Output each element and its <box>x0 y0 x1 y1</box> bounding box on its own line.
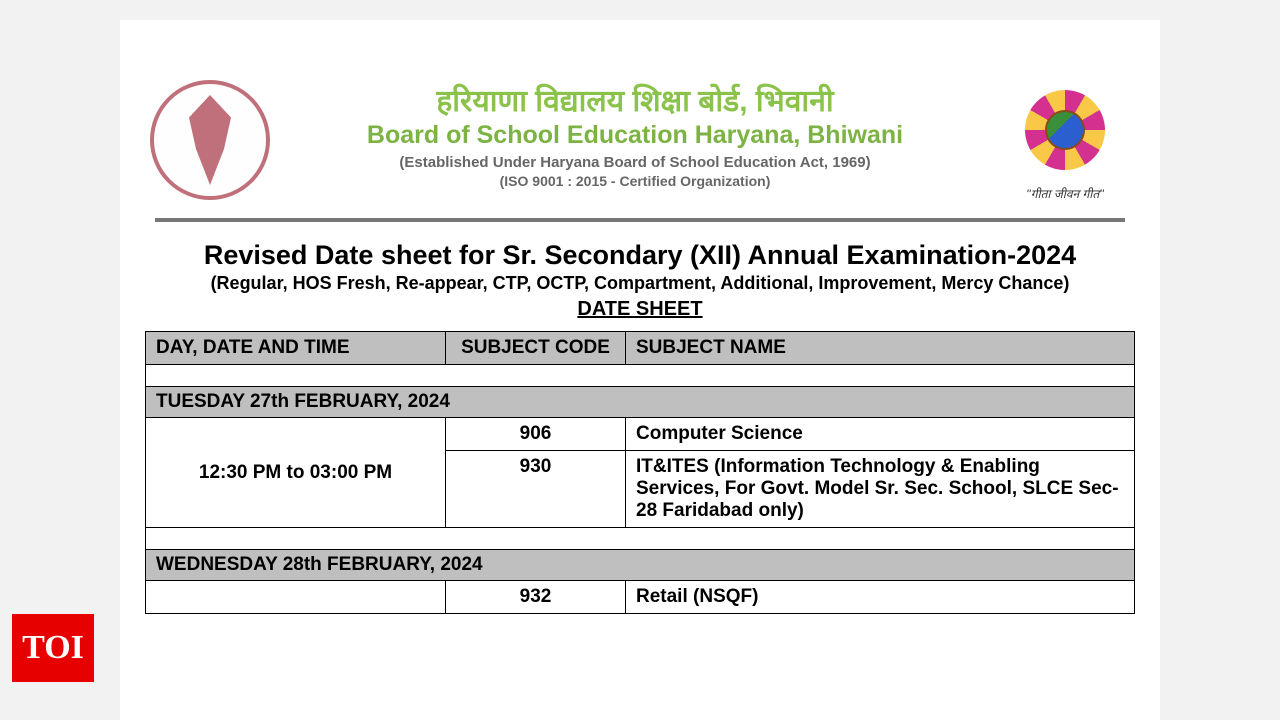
col-header-subject: SUBJECT NAME <box>626 332 1135 365</box>
empty-row <box>146 528 1135 550</box>
board-name-english: Board of School Education Haryana, Bhiwa… <box>285 120 985 150</box>
table-row: 932 Retail (NSQF) <box>146 581 1135 614</box>
header-text-block: हरियाणा विद्यालय शिक्षा बोर्ड, भिवानी Bo… <box>285 80 985 189</box>
subject-name: IT&ITES (Information Technology & Enabli… <box>626 451 1135 528</box>
subject-name: Retail (NSQF) <box>626 581 1135 614</box>
sun-globe-emblem <box>1010 80 1120 180</box>
letterhead-header: हरियाणा विद्यालय शिक्षा बोर्ड, भिवानी Bo… <box>140 80 1140 210</box>
subject-code: 906 <box>446 418 626 451</box>
seal-circle <box>150 80 270 200</box>
col-header-date: DAY, DATE AND TIME <box>146 332 446 365</box>
date-header-row: TUESDAY 27th FEBRUARY, 2024 <box>146 387 1135 418</box>
datesheet-table: DAY, DATE AND TIME SUBJECT CODE SUBJECT … <box>145 331 1135 614</box>
exam-time: 12:30 PM to 03:00 PM <box>146 418 446 528</box>
exam-date: TUESDAY 27th FEBRUARY, 2024 <box>146 387 1135 418</box>
header-divider <box>155 218 1125 222</box>
table-row: 12:30 PM to 03:00 PM 906 Computer Scienc… <box>146 418 1135 451</box>
iso-cert-text: (ISO 9001 : 2015 - Certified Organizatio… <box>285 173 985 189</box>
datesheet-label: DATE SHEET <box>140 298 1140 321</box>
torch-icon <box>175 95 245 185</box>
globe-icon <box>1045 110 1085 150</box>
emblem-logo: ''गीता जीवन गीत'' <box>1000 80 1130 210</box>
subject-name: Computer Science <box>626 418 1135 451</box>
table-header-row: DAY, DATE AND TIME SUBJECT CODE SUBJECT … <box>146 332 1135 365</box>
board-seal-logo <box>150 80 270 200</box>
motto-text: ''गीता जीवन गीत'' <box>1000 185 1130 202</box>
toi-watermark-badge: TOI <box>12 614 94 682</box>
document-page: हरियाणा विद्यालय शिक्षा बोर्ड, भिवानी Bo… <box>120 20 1160 720</box>
empty-row <box>146 365 1135 387</box>
exam-time <box>146 581 446 614</box>
subject-code: 932 <box>446 581 626 614</box>
date-header-row: WEDNESDAY 28th FEBRUARY, 2024 <box>146 550 1135 581</box>
established-text: (Established Under Haryana Board of Scho… <box>285 154 985 171</box>
document-subtitle: (Regular, HOS Fresh, Re-appear, CTP, OCT… <box>140 273 1140 294</box>
col-header-code: SUBJECT CODE <box>446 332 626 365</box>
exam-date: WEDNESDAY 28th FEBRUARY, 2024 <box>146 550 1135 581</box>
board-name-hindi: हरियाणा विद्यालय शिक्षा बोर्ड, भिवानी <box>285 85 985 118</box>
subject-code: 930 <box>446 451 626 528</box>
document-title: Revised Date sheet for Sr. Secondary (XI… <box>140 240 1140 271</box>
